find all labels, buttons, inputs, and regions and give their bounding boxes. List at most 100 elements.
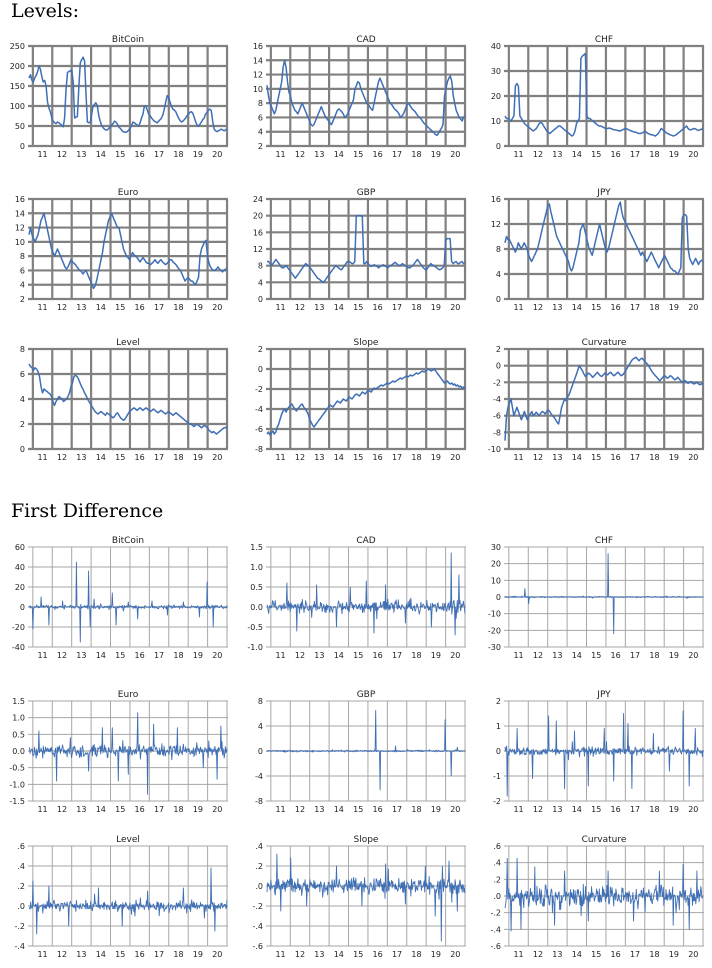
x-tick-label: 17	[630, 150, 640, 159]
chart-lv-level: Level 0 2 4 6 8 11 12 13 14 15 16 17 18 19 20	[20, 338, 229, 462]
x-tick-label: 18	[411, 453, 421, 462]
x-tick-label: 17	[154, 950, 164, 959]
x-tick-label: 12	[295, 150, 305, 159]
y-tick-label: -.6	[252, 942, 263, 951]
x-tick-label: 17	[392, 303, 402, 312]
x-tick-label: 13	[314, 805, 324, 814]
x-tick-label: 18	[173, 950, 183, 959]
y-tick-label: -.6	[490, 942, 501, 951]
y-tick-label: 10	[491, 576, 501, 585]
x-tick-label: 13	[314, 651, 324, 660]
x-tick-label: 17	[392, 453, 402, 462]
y-tick-label: -4	[493, 395, 501, 404]
x-tick-label: 20	[450, 150, 460, 159]
series-line	[28, 867, 228, 935]
x-tick-label: 18	[173, 303, 183, 312]
x-tick-label: 14	[572, 950, 582, 959]
x-tick-label: 18	[411, 805, 421, 814]
x-tick-label: 11	[37, 950, 47, 959]
x-tick-label: 12	[57, 950, 67, 959]
y-tick-label: 100	[10, 102, 25, 111]
y-tick-label: 6	[258, 113, 263, 122]
y-tick-label: 60	[15, 543, 25, 552]
x-tick-label: 16	[611, 805, 621, 814]
x-tick-label: 12	[533, 805, 543, 814]
x-tick-label: 14	[572, 150, 582, 159]
y-tick-label: -20	[12, 623, 25, 632]
x-tick-label: 13	[76, 651, 86, 660]
y-tick-label: 24	[253, 195, 263, 204]
y-tick-label: 12	[15, 224, 25, 233]
x-tick-label: 15	[353, 950, 363, 959]
x-tick-label: 17	[154, 651, 164, 660]
x-tick-label: 15	[115, 303, 125, 312]
y-tick-label: -4	[255, 405, 263, 414]
chart-title: JPY	[596, 690, 611, 700]
x-tick-label: 13	[552, 150, 562, 159]
chart-title: BitCoin	[112, 35, 144, 45]
y-tick-label: 0.0	[12, 747, 25, 756]
chart-title: BitCoin	[112, 536, 144, 546]
y-tick-label: -4	[255, 772, 263, 781]
chart-title: CHF	[595, 536, 613, 546]
x-tick-label: 14	[334, 303, 344, 312]
chart-title: Euro	[118, 690, 139, 700]
y-tick-label: -10	[488, 445, 501, 454]
x-tick-label: 17	[154, 805, 164, 814]
x-tick-label: 12	[57, 453, 67, 462]
y-tick-label: 4	[258, 278, 263, 287]
x-tick-label: 19	[193, 651, 203, 660]
x-tick-label: 20	[212, 805, 222, 814]
y-tick-label: .2	[17, 882, 25, 891]
y-tick-label: 10	[253, 85, 263, 94]
series-line	[266, 709, 466, 791]
y-tick-label: 16	[491, 195, 501, 204]
y-tick-label: 10	[491, 117, 501, 126]
series-line	[504, 710, 704, 797]
y-tick-label: 4	[496, 270, 501, 279]
chart-lv-curvature: Curvature -10 -8 -6 -4 -2 0 2 11 12 13 14 15 16 17 18 19…	[488, 338, 705, 462]
chart-fd-cad: CAD -1.0 -0.5 0.0 0.5 1.0 1.5 11 12 13 14 15 16 17 18 1…	[247, 536, 466, 660]
x-tick-label: 15	[115, 150, 125, 159]
x-tick-label: 16	[373, 303, 383, 312]
x-tick-label: 12	[57, 651, 67, 660]
x-tick-label: 13	[76, 453, 86, 462]
y-tick-label: 4	[20, 395, 25, 404]
y-tick-label: -0.5	[247, 623, 263, 632]
chart-fd-gbp: GBP -8 -4 0 4 8 11 12 13 14 15 16 17 18 19 20	[255, 690, 466, 814]
x-tick-label: 11	[275, 651, 285, 660]
x-tick-label: 14	[96, 805, 106, 814]
y-tick-label: 0.5	[12, 730, 25, 739]
x-tick-label: 20	[688, 805, 698, 814]
y-tick-label: -2	[493, 797, 501, 806]
y-tick-label: -1	[493, 772, 501, 781]
x-tick-label: 19	[193, 150, 203, 159]
y-tick-label: .4	[493, 859, 501, 868]
chart-title: CHF	[595, 35, 613, 45]
chart-title: Level	[116, 835, 140, 845]
y-tick-label: -20	[488, 626, 501, 635]
y-tick-label: 0	[496, 593, 501, 602]
y-tick-label: -.4	[490, 925, 501, 934]
y-tick-label: -8	[493, 428, 501, 437]
y-tick-label: .4	[255, 842, 263, 851]
chart-lv-bitcoin: BitCoin 0 50 100 150 200 250 11 12 13 14 15 16 17 18 19…	[10, 35, 229, 159]
series-line	[266, 368, 466, 436]
series-line	[28, 712, 228, 795]
chart-lv-gbp: GBP 0 4 8 12 16 20 24 11 12 13 14 15 16 17 18 19 20	[253, 188, 467, 312]
x-tick-label: 14	[572, 805, 582, 814]
y-tick-label: 30	[491, 543, 501, 552]
y-tick-label: 6	[20, 266, 25, 275]
x-tick-label: 16	[373, 950, 383, 959]
x-tick-label: 18	[411, 150, 421, 159]
x-tick-label: 13	[76, 805, 86, 814]
x-tick-label: 20	[450, 950, 460, 959]
x-tick-label: 12	[57, 150, 67, 159]
x-tick-label: 18	[649, 651, 659, 660]
x-tick-label: 19	[669, 150, 679, 159]
chart-title: Slope	[354, 338, 379, 348]
x-tick-label: 11	[37, 453, 47, 462]
y-tick-label: 0	[20, 142, 25, 151]
y-tick-label: .0	[17, 902, 25, 911]
